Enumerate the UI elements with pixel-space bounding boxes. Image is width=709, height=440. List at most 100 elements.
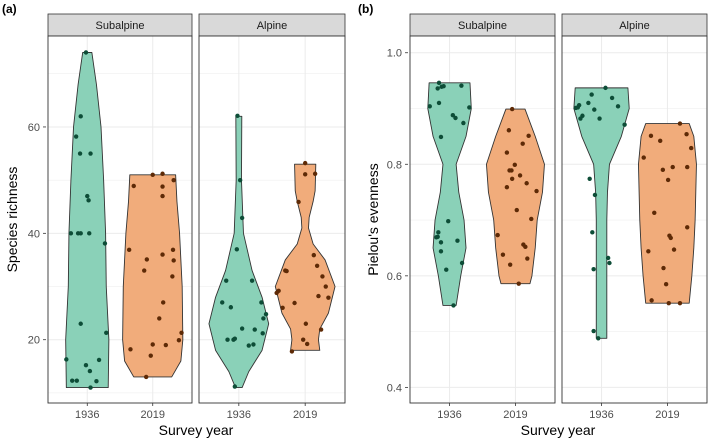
- data-point-1936: [88, 151, 93, 156]
- data-point-1936: [239, 326, 245, 331]
- data-point-2019: [163, 342, 169, 348]
- x-axis-title: Survey year: [159, 422, 234, 438]
- data-point-1936: [77, 151, 83, 156]
- data-point-1936: [434, 235, 439, 240]
- data-point-2019: [661, 265, 666, 271]
- data-point-1936: [461, 120, 466, 126]
- data-point-2019: [495, 232, 500, 238]
- data-point-2019: [302, 160, 308, 166]
- data-point-1936: [459, 83, 464, 88]
- data-point-1936: [86, 198, 91, 203]
- data-point-2019: [160, 171, 165, 176]
- data-point-2019: [666, 300, 671, 306]
- data-point-2019: [143, 374, 149, 380]
- data-point-2019: [289, 349, 295, 354]
- data-point-1936: [591, 266, 596, 272]
- x-tick-label: 2019: [140, 409, 164, 421]
- data-point-2019: [170, 274, 175, 279]
- data-point-1936: [597, 116, 602, 121]
- data-point-1936: [83, 363, 89, 368]
- data-point-2019: [525, 256, 530, 261]
- data-point-1936: [607, 260, 612, 266]
- data-point-2019: [529, 216, 534, 222]
- chart-panel-b: (b) 0.4 0.6 0.8 1.0 Pielou's evenness Survey y…: [358, 2, 708, 438]
- facet-alpine: Alpine 1936 2019: [198, 13, 346, 421]
- data-point-2019: [323, 284, 328, 289]
- data-point-1936: [249, 278, 255, 283]
- facet-alpine: Alpine 1936 2019: [561, 13, 708, 421]
- data-point-2019: [160, 184, 165, 189]
- data-point-1936: [603, 85, 608, 91]
- data-point-1936: [590, 230, 595, 235]
- x-tick-label: 1936: [75, 409, 99, 421]
- data-point-1936: [592, 107, 597, 112]
- data-point-2019: [641, 155, 646, 160]
- data-point-1936: [237, 177, 243, 183]
- data-point-2019: [304, 341, 310, 347]
- facet-subalpine: Subalpine 1936 2019: [409, 13, 556, 421]
- data-point-2019: [316, 293, 321, 299]
- data-point-1936: [232, 336, 238, 341]
- data-point-2019: [284, 268, 289, 274]
- violin-2019: [122, 174, 184, 378]
- data-point-1936: [220, 300, 225, 305]
- data-point-1936: [263, 311, 269, 317]
- data-point-1936: [224, 278, 229, 283]
- facet-strip-label: Subalpine: [458, 20, 507, 32]
- data-point-1936: [74, 378, 80, 383]
- panel-border: [47, 35, 193, 404]
- data-point-2019: [312, 171, 318, 176]
- data-point-2019: [311, 252, 317, 258]
- violin-2019: [274, 163, 336, 351]
- data-point-2019: [504, 184, 510, 190]
- data-point-1936: [104, 330, 109, 335]
- data-point-2019: [296, 199, 301, 205]
- panel-border: [198, 35, 346, 404]
- data-point-2019: [150, 172, 155, 178]
- data-point-2019: [688, 145, 694, 151]
- data-point-1936: [70, 378, 75, 383]
- data-point-1936: [87, 231, 92, 236]
- data-point-2019: [523, 244, 528, 250]
- data-point-1936: [427, 104, 432, 109]
- data-point-1936: [589, 92, 594, 97]
- x-tick-label: 1936: [227, 409, 251, 421]
- data-point-2019: [509, 106, 515, 112]
- data-point-2019: [517, 173, 523, 178]
- facet-strip-label: Subalpine: [96, 20, 145, 32]
- x-tick-label: 1936: [437, 409, 461, 421]
- panel-border: [561, 35, 708, 404]
- data-point-1936: [592, 192, 598, 198]
- data-point-1936: [246, 343, 251, 348]
- data-point-2019: [660, 167, 666, 173]
- data-point-2019: [500, 252, 506, 257]
- data-point-2019: [176, 338, 182, 343]
- data-point-2019: [677, 300, 683, 306]
- data-point-2019: [520, 141, 525, 146]
- data-point-2019: [144, 257, 150, 262]
- data-point-1936: [225, 337, 230, 342]
- data-point-2019: [507, 168, 512, 173]
- data-point-1936: [622, 122, 627, 127]
- data-point-2019: [292, 300, 297, 306]
- data-point-1936: [438, 249, 444, 254]
- data-point-2019: [685, 164, 690, 170]
- panel-border: [409, 35, 556, 404]
- data-point-2019: [170, 247, 176, 253]
- data-point-2019: [646, 249, 651, 254]
- data-point-1936: [73, 134, 79, 139]
- data-point-1936: [436, 230, 441, 235]
- data-point-2019: [314, 263, 320, 268]
- data-point-1936: [235, 113, 240, 118]
- data-point-1936: [78, 321, 83, 326]
- data-point-2019: [142, 268, 147, 273]
- data-point-1936: [96, 357, 102, 363]
- data-point-1936: [232, 384, 238, 389]
- data-point-2019: [157, 316, 162, 321]
- data-point-1936: [68, 231, 74, 236]
- data-point-1936: [444, 267, 449, 272]
- data-point-2019: [652, 210, 657, 216]
- y-tick-label: 0.4: [387, 382, 402, 394]
- violin-1936: [427, 82, 472, 306]
